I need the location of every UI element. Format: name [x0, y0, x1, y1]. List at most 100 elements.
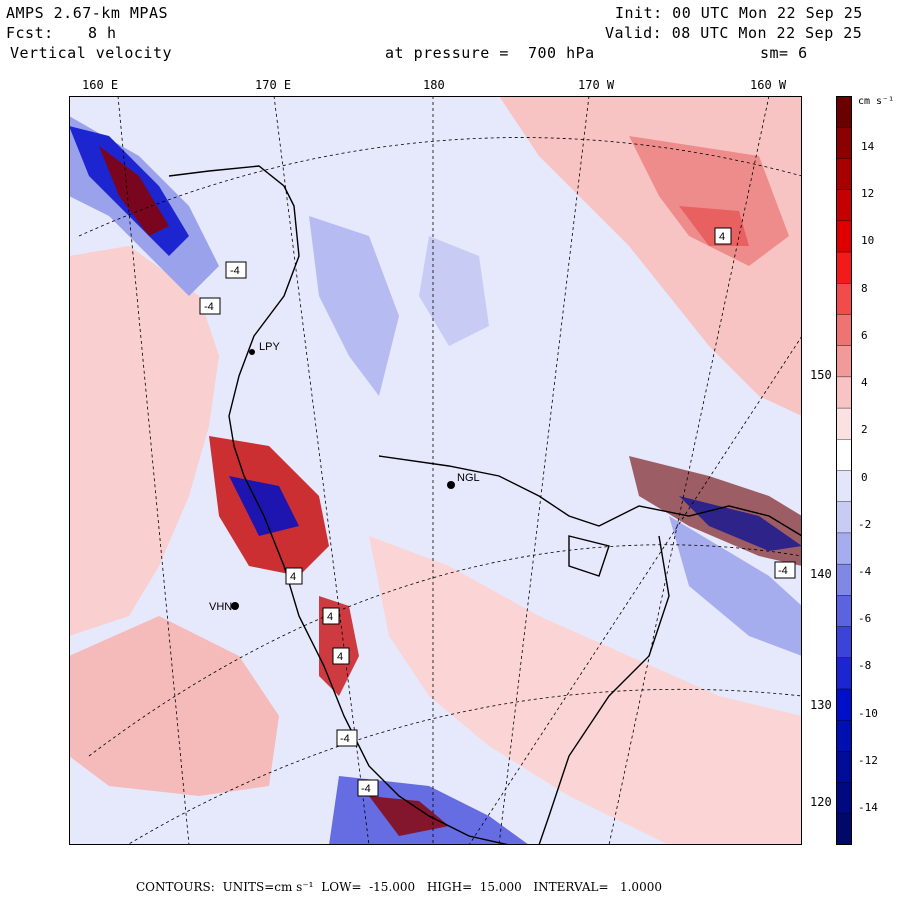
station-ngl-label: NGL: [457, 472, 480, 484]
colorbar-segment: [836, 376, 852, 409]
colorbar-tick-label: 14: [861, 140, 875, 153]
meridians: [117, 96, 802, 845]
lon-label-170w: 170 W: [578, 78, 615, 92]
contour-label: -4: [199, 297, 221, 315]
intense-mountain-ne-blue: [679, 496, 802, 551]
svg-text:4: 4: [337, 651, 343, 663]
ice-shelf-boundary: [378, 455, 802, 537]
colorbar-segment: [836, 563, 852, 597]
colorbar-segment: [836, 501, 852, 534]
colorbar-segment: [836, 189, 852, 222]
colorbar-segment: [836, 314, 852, 347]
model-title: AMPS 2.67-km MPAS: [6, 4, 169, 22]
colorbar-tick-label: 0: [861, 470, 868, 484]
contour-label: -4: [357, 779, 379, 797]
colorbar-segment: [836, 283, 852, 316]
contours-label: CONTOURS:: [136, 880, 215, 894]
contour-label: -4: [336, 729, 358, 747]
colorbar-tick-label: 8: [861, 281, 868, 295]
colorbar-segment: [836, 407, 852, 440]
valid-time: Valid: 08 UTC Mon 22 Sep 25: [605, 24, 863, 42]
forecast-hours: 8 h: [88, 24, 117, 42]
colorbar-segment: [836, 251, 852, 284]
high-value: HIGH= 15.000: [426, 880, 522, 894]
contour-label: 4: [714, 227, 732, 245]
positive-region-southwest: [69, 616, 279, 796]
colorbar-tick-label: -10: [858, 706, 878, 720]
colorbar-segment: [836, 532, 852, 565]
station-vhn-label: VHN: [209, 601, 232, 613]
interval-value: INTERVAL= 1.0000: [533, 880, 662, 894]
station-vhn-marker: [231, 602, 239, 610]
colorbar-tick-label: 12: [861, 187, 875, 201]
colorbar-tick-label: 6: [861, 328, 868, 342]
colorbar-tick-label: 4: [861, 376, 868, 390]
positive-region-south: [369, 536, 802, 845]
intense-mountain-bottom-red: [369, 796, 449, 836]
coastline: [168, 165, 510, 845]
colorbar-tick-label: -14: [858, 801, 878, 814]
svg-text:4: 4: [327, 611, 333, 623]
parallels: [78, 137, 802, 845]
colorbar-segment: [836, 439, 852, 472]
svg-text:-4: -4: [361, 783, 371, 795]
colorbar-segment: [836, 751, 852, 784]
lon-label-170e: 170 E: [255, 78, 292, 92]
svg-text:-4: -4: [340, 733, 350, 745]
field-name: Vertical velocity: [10, 44, 173, 62]
colorbar-segment: [836, 158, 852, 191]
lon-label-160w: 160 W: [750, 78, 787, 92]
colorbar-segment: [836, 345, 852, 378]
pressure-level: at pressure = 700 hPa: [385, 44, 595, 62]
colorbar-segment: [836, 719, 852, 753]
colorbar-segment: [836, 127, 852, 160]
colorbar-tick-label: 2: [861, 423, 868, 437]
colorbar-tick-label: 10: [861, 234, 875, 248]
contour-label: 4: [332, 647, 350, 665]
colorbar-segment: [836, 220, 852, 253]
positive-region-ne-core: [629, 136, 789, 266]
colorbar-segment: [836, 782, 852, 815]
contour-label: 4: [285, 567, 303, 585]
colorbar-segment: [836, 96, 852, 128]
colorbar-segment: [836, 595, 852, 628]
colorbar-segment: [836, 657, 852, 690]
station-ngl-marker: [447, 481, 455, 489]
map-frame: [69, 96, 802, 845]
station-lpy-label: LPY: [259, 341, 280, 353]
svg-text:4: 4: [290, 571, 296, 583]
negative-band-east: [669, 516, 802, 656]
intense-mountain-center-blue: [229, 476, 299, 536]
contour-info: CONTOURS: UNITS=cm s⁻¹ LOW= -15.000 HIGH…: [136, 880, 666, 894]
colorbar-tick-label: -2: [858, 517, 872, 531]
contour-label: -4: [774, 561, 796, 579]
units-text: UNITS=cm s⁻¹: [222, 880, 314, 894]
colorbar-tick-label: -6: [858, 612, 872, 626]
colorbar-segment: [836, 626, 852, 659]
colorbar-tick-label: -4: [858, 564, 872, 578]
colorbar-segment: [836, 470, 852, 503]
colorbar: [836, 96, 852, 845]
smoothing-value: sm= 6: [760, 44, 808, 62]
svg-text:-4: -4: [230, 265, 240, 277]
forecast-label: Fcst:: [6, 24, 54, 42]
svg-text:-4: -4: [204, 301, 214, 313]
colorbar-tick-label: -12: [858, 753, 878, 767]
colorbar-unit: cm s⁻¹: [858, 96, 895, 107]
contour-label: 4: [322, 607, 340, 625]
svg-text:4: 4: [719, 231, 725, 243]
colorbar-tick-label: -8: [858, 659, 872, 673]
init-time: Init: 00 UTC Mon 22 Sep 25: [615, 4, 863, 22]
station-lpy-marker: [249, 349, 255, 355]
vertical-velocity-map: -4 -4 4 4 4 4 -4 -4 -4 NGL LPY VHN: [69, 96, 802, 845]
intense-mountain-west-red: [99, 146, 169, 236]
low-value: LOW= -15.000: [321, 880, 416, 894]
svg-text:-4: -4: [778, 565, 788, 577]
lon-label-180: 180: [423, 78, 445, 92]
positive-region-west: [69, 246, 219, 636]
negative-band-central: [309, 216, 399, 396]
negative-band-center: [419, 236, 489, 346]
ice-divide: [538, 535, 670, 845]
contour-labels: -4 -4 4 4 4 4 -4 -4 -4: [199, 227, 796, 797]
lon-label-160e: 160 E: [82, 78, 119, 92]
